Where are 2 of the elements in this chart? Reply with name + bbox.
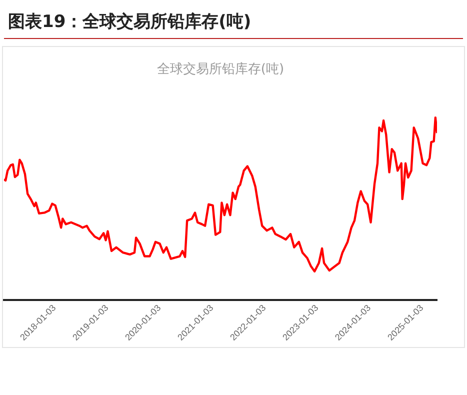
chart-title: 图表19：全球交易所铅库存(吨): [8, 11, 252, 33]
chart-subtitle: 全球交易所铅库存(吨): [156, 61, 284, 78]
